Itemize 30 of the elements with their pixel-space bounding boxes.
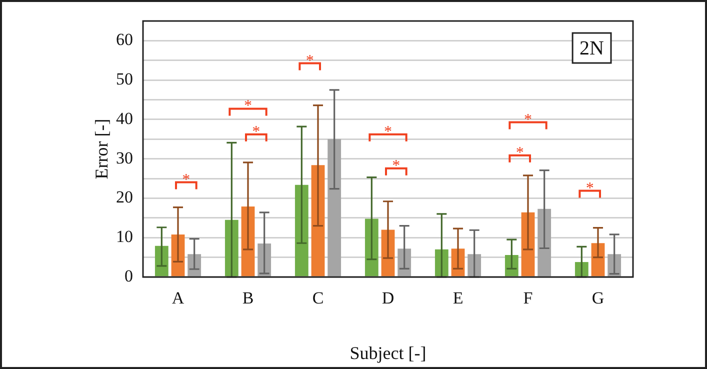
annotation: *: [306, 52, 314, 70]
annotation: *: [524, 111, 532, 128]
annotation: *: [516, 144, 524, 162]
annotation: *: [244, 98, 252, 115]
bar: [294, 184, 308, 276]
y-tick-label: 50: [116, 70, 133, 89]
x-tick-label: G: [592, 288, 604, 308]
annotation: *: [384, 123, 392, 140]
annotation: 2N: [580, 37, 604, 60]
x-tick-label: E: [452, 288, 464, 308]
y-tick-label: 0: [124, 266, 133, 286]
annotation: *: [182, 171, 190, 188]
y-tick-label: 20: [116, 188, 133, 207]
annotation: *: [586, 180, 594, 197]
y-tick-label: 10: [116, 227, 133, 246]
x-tick-label: F: [523, 288, 533, 308]
bar: [364, 218, 378, 276]
y-tick-label: 30: [116, 148, 133, 168]
y-tick-label: 40: [116, 108, 133, 128]
bar: [328, 139, 342, 276]
bar: [538, 208, 552, 276]
x-tick-label: D: [382, 288, 394, 308]
x-axis-title: Subject [-]: [350, 342, 426, 363]
y-tick-label: 60: [116, 30, 133, 50]
annotation: *: [252, 123, 260, 140]
y-axis-title: Error [-]: [92, 118, 112, 180]
x-tick-label: C: [312, 288, 324, 308]
x-tick-label: A: [172, 288, 185, 308]
annotation: *: [392, 157, 400, 174]
x-tick-label: B: [242, 288, 254, 308]
